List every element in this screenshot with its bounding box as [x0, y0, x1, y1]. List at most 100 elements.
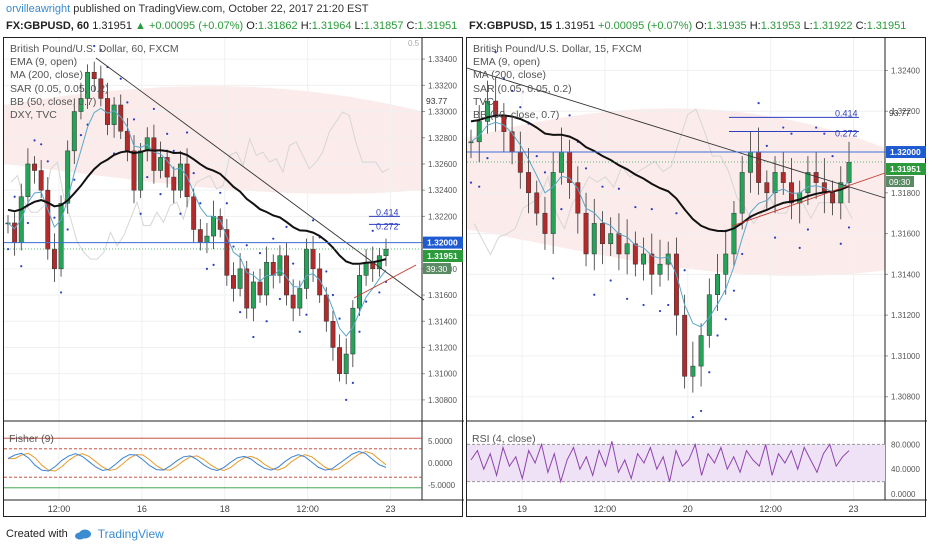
sar-dot: [675, 212, 678, 215]
candle-body: [526, 172, 531, 194]
candle-body: [739, 172, 745, 214]
level-tag: [886, 146, 926, 159]
candle-body: [231, 275, 236, 289]
sar-dot: [66, 228, 69, 231]
candle-body: [558, 151, 564, 173]
author-link[interactable]: orvilleawright: [6, 3, 71, 15]
candle-body: [682, 314, 688, 377]
sar-dot: [732, 289, 736, 292]
price-tick-label: 1.31800: [891, 189, 920, 198]
open-value: 1.31935: [706, 20, 747, 32]
price-tick-label: 1.31400: [891, 270, 920, 279]
candle-body: [657, 263, 663, 275]
dxy-overlay-line: [10, 111, 390, 260]
candle-body: [600, 223, 605, 245]
price-tick-label: 1.31200: [428, 343, 457, 352]
sar-dot: [152, 107, 155, 111]
legend-ema[interactable]: EMA (9, open): [10, 56, 78, 69]
price-tick-label: 1.32400: [428, 186, 457, 195]
last-price: 1.31951: [555, 20, 595, 32]
sar-dot: [519, 106, 522, 109]
sar-dot: [601, 185, 604, 188]
sar-dot: [331, 293, 335, 297]
legend-title[interactable]: British Pound/U.S. Dollar, 60, FXCM: [10, 43, 179, 55]
sar-dot: [298, 330, 301, 333]
candle-body: [32, 163, 37, 171]
sar-dot: [292, 262, 295, 265]
level-tag: [423, 236, 463, 249]
candle-body: [217, 216, 223, 230]
sar-dot: [634, 205, 637, 209]
time-tick-label: 12:00: [594, 504, 617, 514]
sar-dot: [139, 212, 142, 215]
candle-body: [264, 262, 270, 296]
sar-dot: [13, 195, 16, 198]
sar-dot: [478, 185, 481, 188]
legend-ema[interactable]: EMA (9, open): [473, 56, 541, 69]
chart-panel-60m[interactable]: 1.33400 1.33200 1.33000 1.32800 1.32600 1.324…: [3, 37, 464, 518]
sar-dot: [232, 245, 235, 248]
time-tick-label: 12:00: [296, 504, 319, 514]
sar-dot: [252, 335, 255, 339]
last-price: 1.31951: [92, 20, 132, 32]
fisher-legend[interactable]: Fisher (9): [9, 433, 54, 445]
sar-dot: [839, 242, 842, 245]
sar-dot: [93, 44, 96, 48]
candle-body: [131, 150, 137, 191]
legend-sar[interactable]: SAR (0.05, 0.05, 0.2): [10, 82, 109, 95]
candle-body: [237, 268, 243, 289]
sar-dot: [510, 89, 514, 92]
sar-dot: [199, 202, 202, 205]
sar-dot: [724, 318, 727, 321]
legend-bb[interactable]: BB (50, close, 0.7): [473, 109, 560, 122]
legend-bb[interactable]: BB (50, close, 0.7): [10, 95, 97, 108]
sar-dot: [568, 114, 571, 117]
candle-body: [211, 216, 217, 237]
candle-body: [303, 248, 309, 289]
symbol-label[interactable]: FX:GBPUSD, 60: [6, 20, 90, 32]
sar-dot: [658, 309, 662, 313]
candle-body: [476, 121, 482, 143]
sar-dot: [59, 291, 63, 294]
publish-info: orvilleawright published on TradingView.…: [6, 3, 368, 15]
chart-canvas-60m[interactable]: 1.33400 1.33200 1.33000 1.32800 1.32600 1.324…: [4, 38, 464, 518]
candle-body: [624, 243, 630, 255]
sar-dot: [192, 172, 195, 175]
trendline: [467, 67, 886, 199]
legend-ma[interactable]: MA (200, close): [10, 69, 83, 82]
chart-canvas-15m[interactable]: 1.32400 1.32200 1.32000 1.31800 1.31600 1.314…: [467, 38, 927, 518]
candle-body: [58, 203, 64, 270]
symbol-label[interactable]: FX:GBPUSD, 15: [469, 20, 553, 32]
candle-body: [151, 137, 157, 171]
candle-body: [197, 229, 203, 243]
sar-dot: [815, 126, 818, 129]
sar-dot: [225, 202, 228, 205]
sar-dot: [338, 317, 341, 320]
chart-panel-15m[interactable]: 1.32400 1.32200 1.32000 1.31800 1.31600 1.314…: [466, 37, 927, 518]
sar-dot: [560, 208, 563, 211]
price-tick-label: 1.31600: [428, 291, 457, 300]
candle-body: [78, 98, 84, 112]
legend-dxy[interactable]: DXY, TVC: [10, 109, 57, 122]
candle-body: [715, 274, 720, 295]
tradingview-brand-link[interactable]: TradingView: [97, 527, 164, 541]
candle-body: [138, 150, 144, 191]
legend-title[interactable]: British Pound/U.S. Dollar, 15, FXCM: [473, 43, 642, 55]
time-tick-label: 12:00: [48, 504, 71, 514]
candle-body: [118, 104, 124, 132]
sar-dot: [650, 208, 653, 211]
rsi-legend[interactable]: RSI (4, close): [472, 433, 536, 445]
low-value: 1.31922: [812, 20, 853, 32]
price-tick-label: 1.32800: [428, 134, 457, 143]
candle-body: [317, 268, 323, 296]
legend-sar[interactable]: SAR (0.05, 0.05, 0.2): [473, 82, 572, 95]
candle-body: [484, 100, 490, 122]
candle-body: [257, 281, 263, 296]
legend-ma[interactable]: MA (200, close): [473, 69, 546, 82]
candle-body: [191, 196, 197, 230]
candle-body: [673, 253, 679, 316]
legend-tvc[interactable]: TVC: [473, 95, 494, 108]
countdown-tag: [886, 176, 914, 188]
fib-level-label: 0.414: [835, 108, 858, 118]
candle-body: [706, 294, 712, 336]
